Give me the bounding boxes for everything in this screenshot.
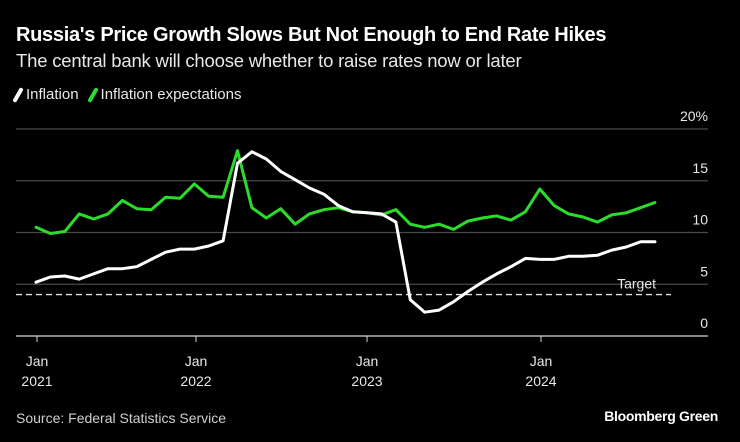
x-axis: Jan 2021 Jan 2022 Jan 2023 Jan 2024 [21, 336, 557, 389]
target-line-group: Target [16, 276, 671, 296]
x-tick-label-month: Jan [356, 353, 379, 369]
legend-label-expectations: Inflation expectations [100, 86, 242, 103]
x-tick-label-year: 2023 [351, 373, 382, 389]
y-tick-label-0: 0 [700, 315, 708, 331]
y-axis: 0 5 10 15 20% [680, 108, 708, 331]
y-tick-label-10: 10 [692, 212, 708, 228]
x-tick-label-year: 2021 [21, 373, 52, 389]
legend: Inflation Inflation expectations [12, 86, 242, 103]
brand-logo: Bloomberg Green [604, 408, 718, 424]
series-lines [34, 149, 657, 314]
x-tick-label-year: 2024 [525, 373, 556, 389]
gridlines [16, 128, 708, 337]
legend-item-expectations: Inflation expectations [86, 86, 242, 103]
y-tick-label-5: 5 [700, 263, 708, 279]
target-label: Target [617, 276, 656, 292]
chart-title: Russia's Price Growth Slows But Not Enou… [16, 24, 607, 46]
x-tick-label-month: Jan [26, 353, 49, 369]
x-tick-label-year: 2022 [180, 373, 211, 389]
legend-label-inflation: Inflation [26, 86, 79, 103]
legend-item-inflation: Inflation [12, 86, 79, 103]
series-line-inflation-expectations [34, 149, 657, 235]
series-line-inflation [34, 150, 657, 314]
y-tick-label-15: 15 [692, 160, 708, 176]
x-tick-label-month: Jan [530, 353, 553, 369]
source-note: Source: Federal Statistics Service [16, 410, 227, 426]
x-tick-label-month: Jan [185, 353, 208, 369]
chart-subtitle: The central bank will choose whether to … [16, 50, 522, 71]
y-tick-label-20: 20% [680, 108, 708, 124]
